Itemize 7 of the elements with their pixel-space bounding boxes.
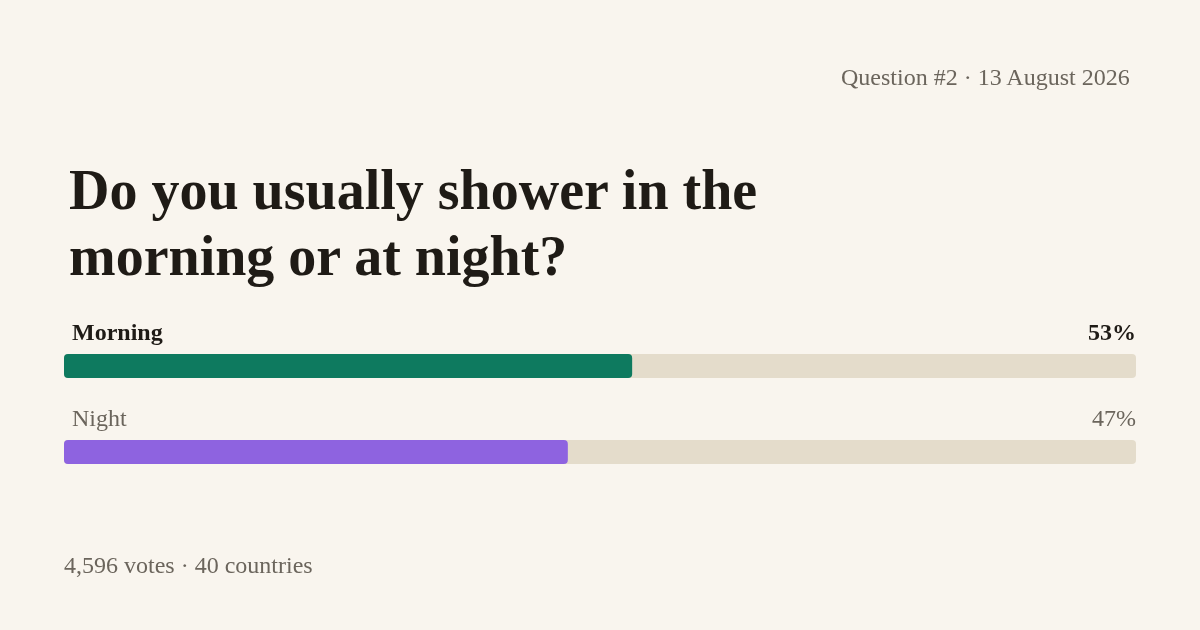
y-tick-label: Morning — [72, 319, 163, 345]
data-label: 53% — [1088, 319, 1136, 345]
data-label: 47% — [1092, 405, 1136, 431]
chart-subtitle: Question #2 · 13 August 2026 — [841, 64, 1130, 90]
chart-title: Do you usually shower in the morning or at night? — [69, 159, 772, 287]
text: 4,596 votes · 40 countries — [64, 552, 313, 578]
y-tick-label: Night — [72, 405, 127, 431]
